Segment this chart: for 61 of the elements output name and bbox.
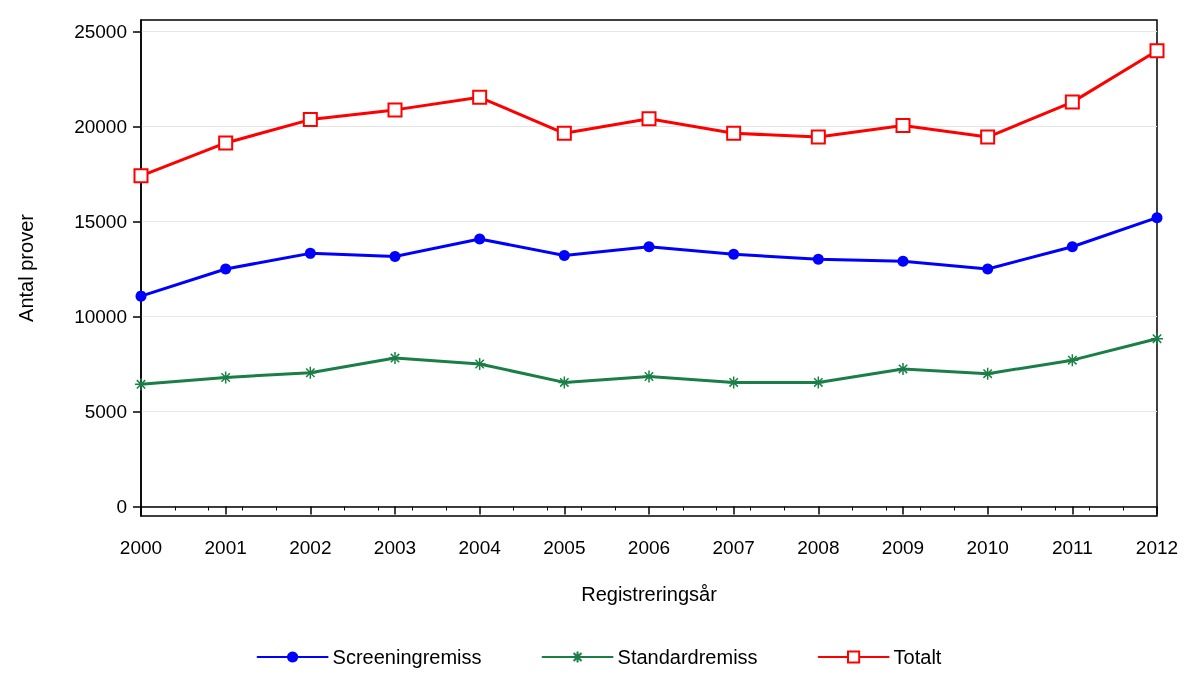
x-tick-label: 2010 [966, 537, 1009, 558]
x-tick-label: 2001 [204, 537, 247, 558]
point [811, 375, 826, 390]
x-tick-label: 2007 [712, 537, 755, 558]
x-tick-label: 2004 [458, 537, 502, 558]
legend-label: Standardremiss [617, 646, 758, 668]
point [303, 365, 318, 380]
point [472, 89, 488, 105]
point [134, 377, 148, 392]
point [812, 253, 824, 265]
point [389, 250, 401, 262]
x-tick-label: 2003 [373, 537, 417, 558]
x-tick-label: 2009 [881, 537, 925, 558]
y-tick-label: 10000 [74, 305, 127, 327]
y-axis-title: Antal prover [15, 213, 37, 322]
point [643, 241, 655, 253]
point [1064, 94, 1080, 110]
point [726, 375, 741, 390]
legend-label: Screeningremiss [332, 646, 482, 668]
point [897, 255, 909, 267]
point [1151, 212, 1163, 224]
point [387, 102, 403, 118]
point [980, 129, 996, 145]
y-tick-label: 5000 [84, 400, 127, 422]
point [1150, 331, 1164, 346]
legend-label: Totalt [893, 646, 942, 668]
x-tick-label: 2000 [119, 537, 163, 558]
x-tick-label: 2005 [543, 537, 586, 558]
x-tick-label: 2011 [1051, 537, 1093, 558]
point [218, 135, 234, 151]
x-axis-title: Registreringsår [581, 583, 718, 605]
x-tick-label: 2006 [627, 537, 671, 558]
point [474, 233, 486, 245]
point [642, 369, 656, 384]
y-tick-label: 20000 [74, 115, 127, 137]
point [726, 125, 742, 141]
point [641, 111, 657, 127]
point [220, 263, 232, 275]
y-tick-label: 0 [116, 496, 127, 517]
point [982, 263, 994, 275]
point [810, 129, 826, 145]
y-tick-label: 25000 [74, 20, 127, 42]
point [895, 117, 911, 133]
x-tick-label: 2012 [1135, 537, 1179, 558]
point [1149, 43, 1165, 59]
point [218, 370, 233, 385]
point [1065, 353, 1080, 367]
x-tick-label: 2008 [797, 537, 840, 558]
point [557, 375, 572, 390]
point [556, 125, 572, 141]
point [304, 247, 316, 259]
point [302, 112, 318, 128]
y-tick-label: 15000 [74, 210, 127, 232]
point [896, 362, 910, 376]
point [728, 248, 740, 260]
point [133, 168, 149, 184]
x-tick-label: 2002 [289, 537, 332, 558]
point [135, 290, 147, 302]
point [1066, 241, 1078, 253]
point [558, 249, 570, 261]
point [388, 351, 402, 365]
